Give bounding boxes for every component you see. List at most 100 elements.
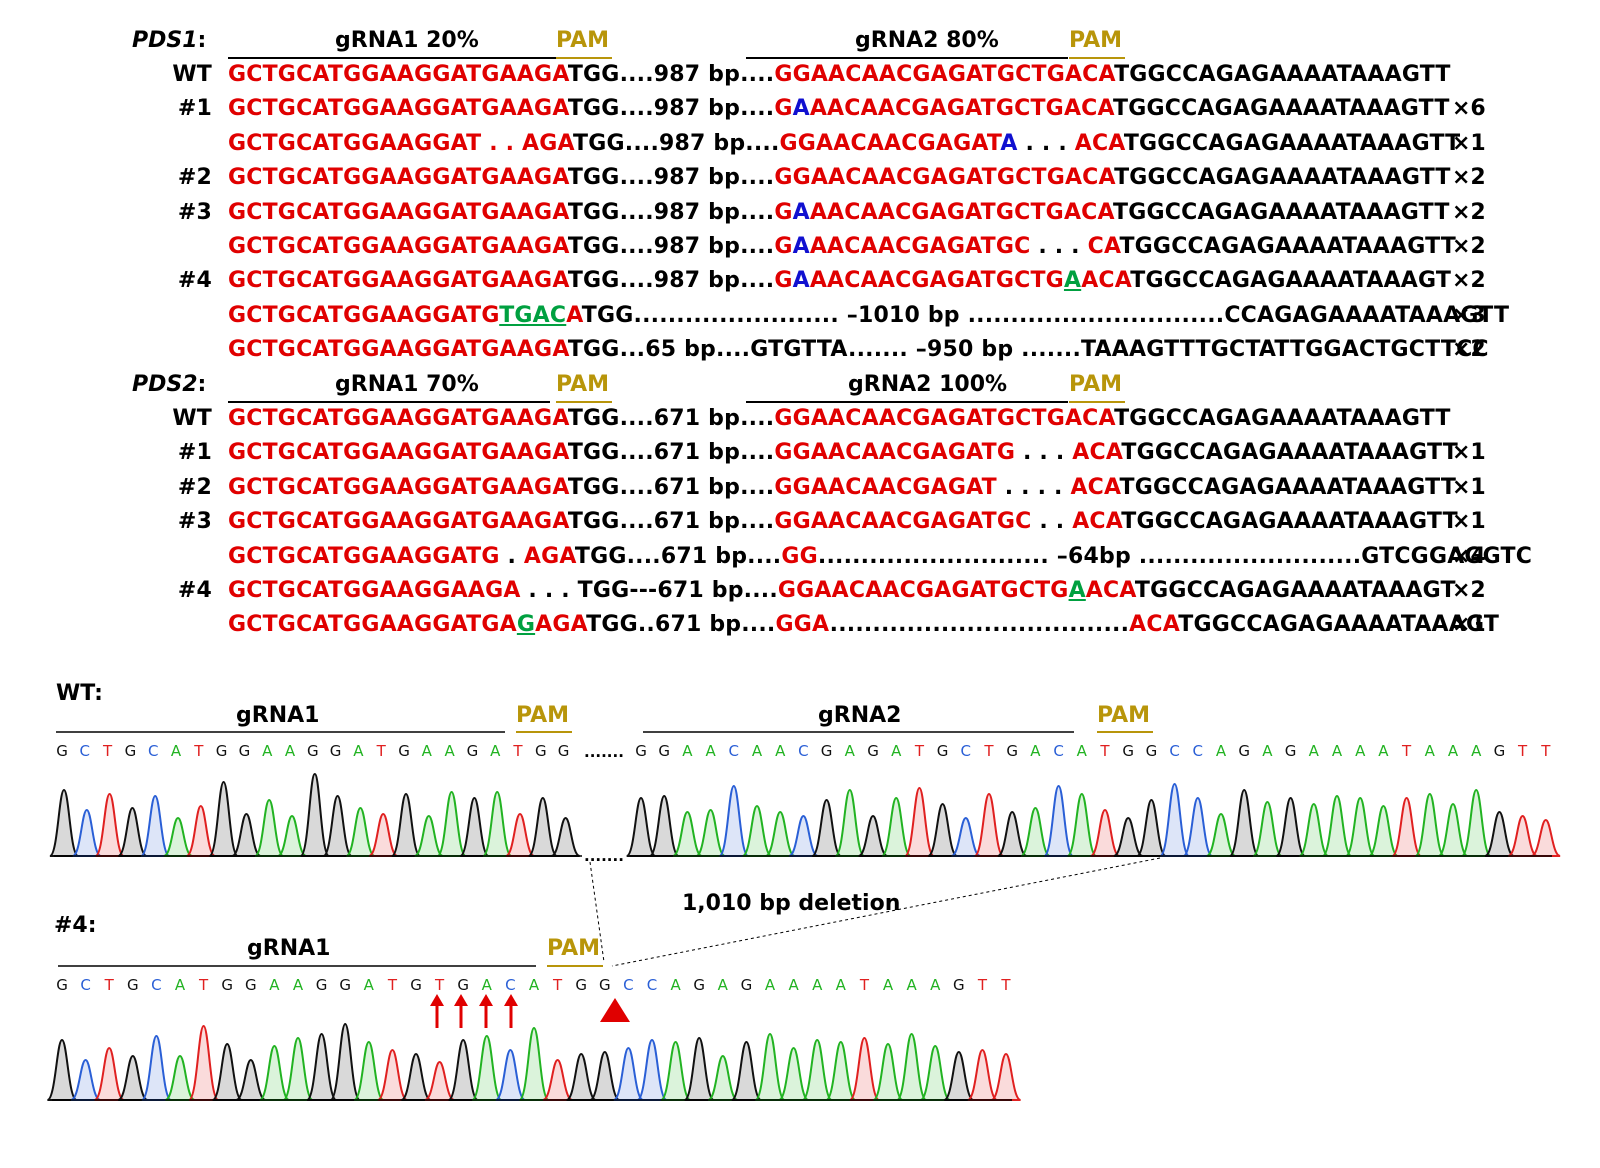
trace-peak (305, 1032, 338, 1101)
sequence-segment: GCTGCATGGAAGGATGAAGA (228, 337, 568, 363)
red-arrow-icon (479, 994, 493, 1028)
base-call-letter: T (512, 742, 523, 760)
sequence-segment: GCTGCATGGAAGGATG (228, 543, 500, 569)
sequence-segment: TGGCCAGAGAAAATAAAGTT (1114, 406, 1451, 431)
sequence-segment: GCTGCATGGAAGGATGAAGA (228, 440, 568, 466)
base-call-letter: T (983, 742, 994, 760)
trace-peak (1136, 798, 1167, 857)
sequence-segment: GCTGCATGGAAGGATG (228, 302, 500, 328)
row-label: WT (172, 406, 212, 431)
trace-peak (117, 1054, 148, 1101)
trace-peak (254, 798, 285, 857)
base-call-letter: G (658, 742, 670, 760)
trace-peak (872, 1042, 904, 1101)
base-call-letter: G (1238, 742, 1250, 760)
sequence-segment: ACA (1072, 440, 1122, 466)
trace-peak (1090, 808, 1120, 857)
trace-peak (730, 1040, 763, 1101)
trace-peak (990, 1052, 1022, 1101)
base-call-letter: G (1285, 742, 1297, 760)
mut-peaks (46, 1022, 1022, 1101)
sequence-row: GCTGCATGGAAGGATGAAGATGG...65 bp....GTGTT… (228, 337, 1489, 362)
sequence-segment: . . . TGG---671 bp.... (520, 578, 778, 603)
base-call-letter: G (575, 976, 587, 994)
base-call-letter: G (410, 976, 422, 994)
trace-peak (1438, 802, 1468, 857)
trace-peak (1321, 794, 1353, 857)
sequence-row: GCTGCATGGAAGGATGAGAGATGG..671 bp....GGA.… (228, 612, 1499, 637)
clone-count: ×1 (1452, 612, 1486, 638)
wt-ellipsis: ....... (584, 743, 624, 761)
pds2-pam1-label: PAM (556, 372, 610, 397)
base-call-letter: A (262, 742, 273, 760)
base-call-letter: G (221, 976, 233, 994)
pds1-pam2-line (1069, 57, 1125, 59)
trace-peak (353, 1040, 385, 1101)
pds1-grna1-line (228, 57, 556, 59)
base-call-letter: G (398, 742, 410, 760)
sequence-segment: TGG....987 bp.... (567, 165, 775, 191)
row-label: #2 (177, 165, 212, 191)
base-call-letter: A (1448, 742, 1459, 760)
sequence-segment: GGAACAACGAGATG (774, 440, 1016, 466)
sequence-row: GCTGCATGGAAGGATGAAGATGG....671 bp....GGA… (228, 440, 1458, 465)
sequence-row: GCTGCATGGAAGGATGTGACATGG................… (228, 303, 1509, 328)
sequence-segment: GGAACAACGAGATGCTGACA (774, 406, 1115, 431)
red-arrow-icon (454, 994, 468, 1028)
deletion-dash-right (611, 857, 1161, 967)
sequence-segment: TGG....987 bp.... (567, 62, 775, 87)
sequence-segment: TGG....671 bp.... (567, 440, 775, 466)
trace-peak (778, 1046, 809, 1101)
base-call-letter: T (1000, 976, 1011, 994)
trace-peak (322, 794, 353, 857)
base-call-letter: A (788, 976, 799, 994)
sequence-segment: GGAACAACGAGAT (779, 130, 1001, 156)
sequence-segment: TGG....987 bp.... (567, 96, 775, 122)
base-call-letter: T (1099, 742, 1110, 760)
sequence-segment: GCTGCATGGAAGGATGAAGA (228, 62, 568, 87)
trace-peak (471, 1034, 503, 1101)
sequence-segment: A (792, 268, 810, 294)
trace-peak (424, 1060, 455, 1101)
trace-peak (1368, 804, 1399, 857)
pds2-pam1-line (556, 401, 612, 403)
base-call-letter: T (193, 742, 204, 760)
base-call-letter: G (1122, 742, 1134, 760)
sequence-segment: GCTGCATGGAAGGATGA (228, 612, 517, 638)
trace-peak (997, 810, 1028, 857)
sequence-segment: GG (781, 543, 818, 569)
trace-peak (1159, 782, 1190, 857)
base-call-letter: T (859, 976, 870, 994)
sequence-segment: TGAC (499, 302, 567, 328)
trace-peak (1182, 796, 1214, 857)
sequence-segment: TGG....987 bp.... (573, 130, 780, 156)
trace-peak (208, 780, 239, 857)
pds1-grna2-label: gRNA2 80% (855, 28, 999, 53)
trace-peak (48, 788, 80, 857)
trace-peak (1228, 788, 1260, 857)
sequence-row: GCTGCATGGAAGGATGAAGATGG....987 bp....GAA… (228, 200, 1450, 225)
trace-peak (1043, 784, 1074, 857)
trace-peak (414, 814, 444, 857)
sequence-segment: GGA (775, 612, 830, 638)
base-call-letter: A (883, 976, 894, 994)
clone-count: ×3 (1452, 302, 1486, 328)
base-call-letter: G (937, 742, 949, 760)
base-call-letter: A (845, 742, 856, 760)
sequence-segment: TGG....671 bp.... (567, 509, 775, 535)
sequence-row: GCTGCATGGAAGGATGAAGATGG....987 bp....GAA… (228, 268, 1451, 293)
trace-peak (518, 1026, 550, 1101)
clone-count: ×2 (1452, 199, 1486, 225)
base-call-letter: A (364, 976, 375, 994)
pds1-pam1-line (556, 57, 612, 59)
base-call-letter: A (682, 742, 693, 760)
sequence-segment: TGGCCAGAGAAAATAAAGTT (1113, 96, 1450, 122)
trace-peak (589, 1050, 621, 1101)
sequence-segment: . . (1031, 509, 1073, 535)
base-call-letter: G (307, 742, 319, 760)
sequence-row: GCTGCATGGAAGGATGAAGATGG....987 bp....GGA… (228, 165, 1451, 190)
sequence-segment: ACA (1085, 578, 1135, 603)
sequence-segment: GCTGCATGGAAGGATGAAGA (228, 199, 568, 225)
